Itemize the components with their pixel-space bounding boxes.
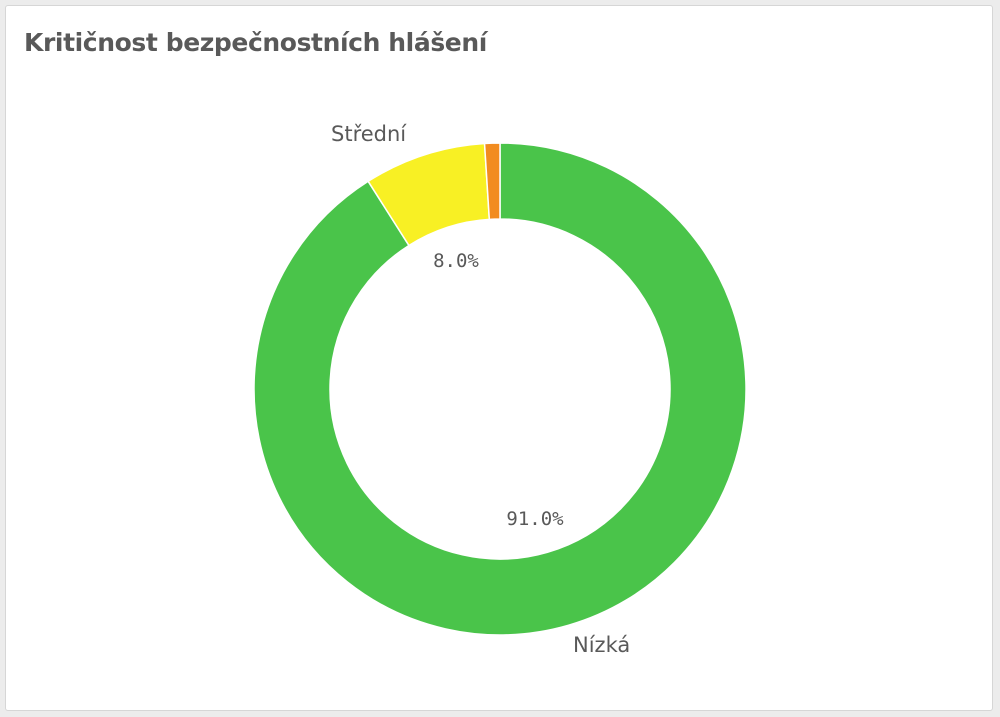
category-label-stredni: Střední xyxy=(331,122,407,146)
chart-title: Kritičnost bezpečnostních hlášení xyxy=(24,28,487,57)
slice-3[interactable] xyxy=(483,142,501,221)
slice-1[interactable] xyxy=(253,142,747,636)
donut-slices xyxy=(253,142,747,636)
value-label-stredni: 8.0% xyxy=(433,250,479,272)
category-label-nizka: Nízká xyxy=(573,633,630,657)
value-label-nizka: 91.0% xyxy=(506,508,564,530)
